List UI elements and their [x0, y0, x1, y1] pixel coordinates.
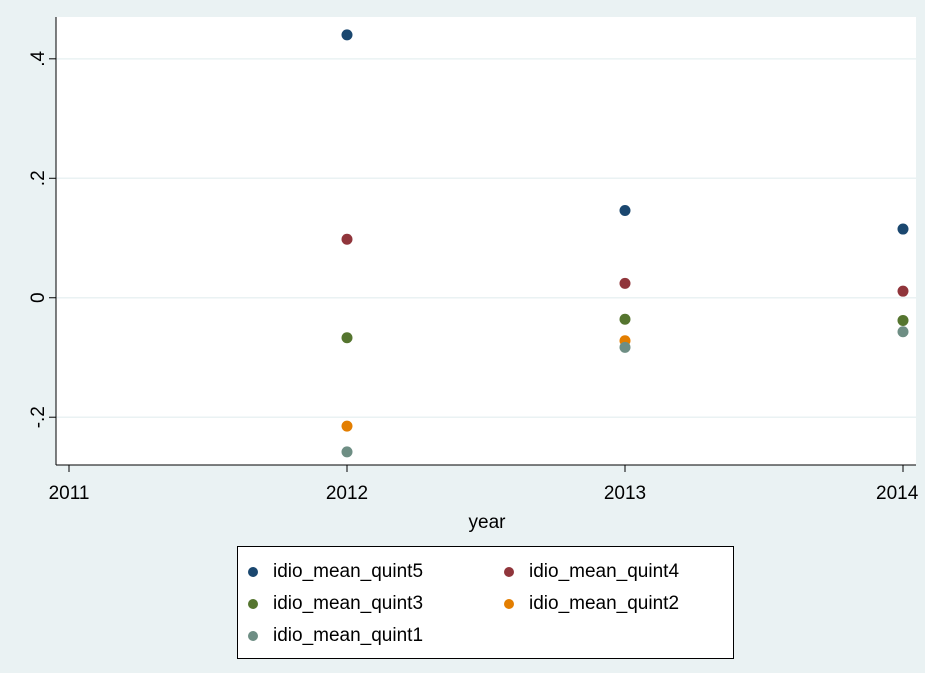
data-point-idio_mean_quint3 — [619, 313, 631, 325]
x-tick-label: 2012 — [326, 483, 368, 504]
y-tick-label: .2 — [28, 170, 49, 186]
legend-item: idio_mean_quint4 — [504, 557, 679, 587]
y-tick-label: 0 — [28, 292, 49, 303]
data-point-idio_mean_quint3 — [341, 332, 353, 344]
grid-lines — [56, 58, 916, 418]
data-points — [341, 29, 909, 458]
data-point-idio_mean_quint5 — [619, 205, 631, 217]
legend: idio_mean_quint5 idio_mean_quint4 idio_mea… — [237, 546, 734, 659]
legend-marker — [248, 567, 258, 577]
data-point-idio_mean_quint2 — [341, 420, 353, 432]
data-point-idio_mean_quint1 — [619, 341, 631, 353]
x-tick-label: 2014 — [876, 483, 919, 504]
legend-item: idio_mean_quint3 — [248, 589, 423, 619]
legend-label: idio_mean_quint2 — [529, 593, 680, 614]
x-axis-label: year — [469, 512, 507, 533]
data-point-idio_mean_quint1 — [341, 446, 353, 458]
x-tick-label: 2013 — [604, 483, 646, 504]
legend-marker — [248, 599, 258, 609]
legend-marker — [248, 631, 258, 641]
legend-item: idio_mean_quint1 — [248, 621, 423, 651]
data-point-idio_mean_quint4 — [897, 285, 909, 297]
legend-item: idio_mean_quint5 — [248, 557, 423, 587]
legend-label: idio_mean_quint4 — [529, 561, 680, 582]
data-point-idio_mean_quint4 — [341, 233, 353, 245]
data-point-idio_mean_quint1 — [897, 326, 909, 338]
legend-item: idio_mean_quint2 — [504, 589, 679, 619]
y-tick-label: -.2 — [28, 406, 49, 428]
data-point-idio_mean_quint3 — [897, 314, 909, 326]
legend-marker — [504, 599, 514, 609]
legend-label: idio_mean_quint1 — [273, 625, 424, 646]
y-tick-label: .4 — [28, 50, 49, 66]
legend-label: idio_mean_quint3 — [273, 593, 424, 614]
data-point-idio_mean_quint5 — [341, 29, 353, 41]
data-point-idio_mean_quint5 — [897, 223, 909, 235]
plot-area — [56, 17, 916, 465]
legend-marker — [504, 567, 514, 577]
axes: -.2 0 .2 .4 2011 2012 2013 2014 — [28, 17, 919, 504]
data-point-idio_mean_quint4 — [619, 277, 631, 289]
x-tick-label: 2011 — [49, 483, 90, 504]
legend-label: idio_mean_quint5 — [273, 561, 424, 582]
